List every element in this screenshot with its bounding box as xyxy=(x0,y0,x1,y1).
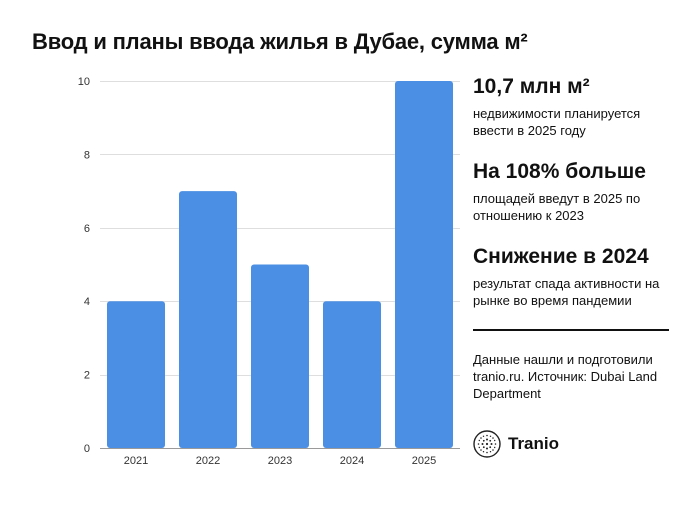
brand: Tranio xyxy=(473,430,559,458)
y-tick-label: 6 xyxy=(84,223,90,235)
tranio-logo-icon xyxy=(473,430,501,458)
stat-block-decline: Снижение в 2024 результат спада активнос… xyxy=(473,244,678,309)
bar-2024 xyxy=(323,301,381,448)
x-tick-label: 2022 xyxy=(196,455,220,467)
stat-description: результат спада активности на рынке во в… xyxy=(473,276,660,308)
source-note: Данные нашли и подготовили tranio.ru. Ис… xyxy=(473,352,658,401)
stat-headline: На 108% больше xyxy=(473,160,646,183)
y-axis-ticks: 0 2 4 6 8 10 xyxy=(78,76,90,455)
y-tick-label: 2 xyxy=(84,370,90,382)
y-tick-label: 0 xyxy=(84,443,90,455)
y-tick-label: 10 xyxy=(78,76,90,88)
y-tick-label: 4 xyxy=(84,296,90,308)
chart-title: Ввод и планы ввода жилья в Дубае, сумма … xyxy=(32,29,528,54)
bar-2023 xyxy=(251,264,309,448)
bar-2021 xyxy=(107,301,165,448)
bar-2022 xyxy=(179,191,237,448)
bar-chart: 0 2 4 6 8 10 2021 2022 2023 2024 2025 xyxy=(78,76,460,467)
bars xyxy=(107,81,453,448)
stat-block-volume: 10,7 млн м² недвижимости планируется вве… xyxy=(473,74,678,139)
stats-panel: 10,7 млн м² недвижимости планируется вве… xyxy=(473,74,678,402)
stat-headline: 10,7 млн м² xyxy=(473,75,590,98)
brand-name: Tranio xyxy=(508,434,560,453)
stat-headline: Снижение в 2024 xyxy=(473,245,649,268)
x-tick-label: 2021 xyxy=(124,455,148,467)
x-tick-label: 2023 xyxy=(268,455,292,467)
bar-2025 xyxy=(395,81,453,448)
x-tick-label: 2025 xyxy=(412,455,436,467)
stat-description: недвижимости планируется ввести в 2025 г… xyxy=(473,106,641,138)
x-tick-label: 2024 xyxy=(340,455,364,467)
x-axis-ticks: 2021 2022 2023 2024 2025 xyxy=(124,455,436,467)
y-tick-label: 8 xyxy=(84,149,90,161)
stat-block-growth: На 108% больше площадей введут в 2025 по… xyxy=(473,159,678,224)
divider xyxy=(473,329,669,331)
stat-description: площадей введут в 2025 по отношению к 20… xyxy=(473,191,641,223)
